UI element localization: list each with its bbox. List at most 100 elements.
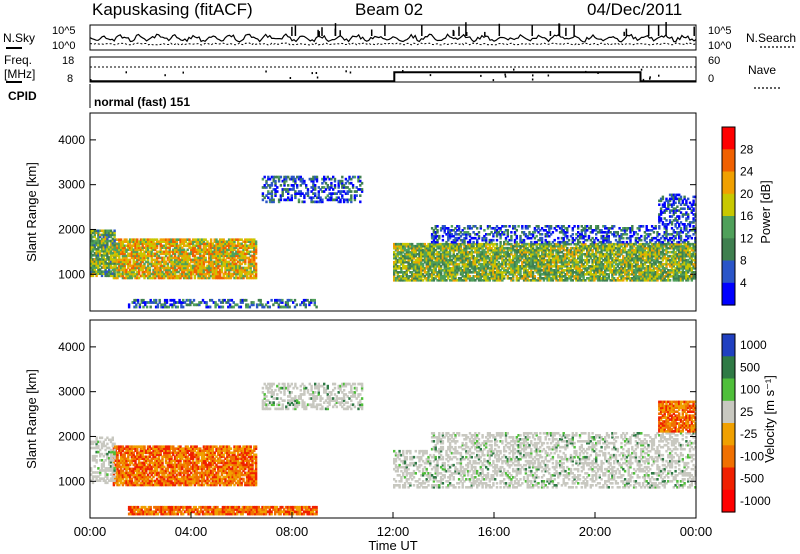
- data-cell: [211, 254, 215, 258]
- data-cell: [157, 240, 161, 243]
- data-cell: [396, 275, 399, 278]
- data-cell: [670, 275, 674, 278]
- data-cell: [631, 265, 634, 268]
- data-cell: [649, 275, 652, 278]
- data-cell: [555, 271, 558, 274]
- data-cell: [472, 256, 475, 260]
- data-cell: [614, 273, 618, 276]
- data-cell: [121, 248, 125, 252]
- data-cell: [524, 225, 528, 228]
- data-cell: [208, 260, 211, 264]
- data-cell: [641, 258, 645, 262]
- data-cell: [217, 266, 220, 270]
- data-cell: [605, 248, 609, 252]
- data-cell: [229, 252, 233, 256]
- data-cell: [589, 254, 592, 258]
- data-cell: [452, 254, 455, 258]
- data-cell: [396, 248, 399, 252]
- data-cell: [95, 249, 98, 253]
- data-cell: [623, 271, 627, 274]
- data-cell: [139, 254, 143, 258]
- data-cell: [238, 260, 242, 264]
- data-cell: [544, 234, 547, 238]
- data-cell: [614, 258, 618, 262]
- data-cell: [429, 250, 432, 254]
- data-cell: [116, 276, 119, 280]
- data-cell: [99, 260, 102, 263]
- data-cell: [104, 229, 107, 233]
- data-cell: [492, 279, 495, 282]
- data-cell: [613, 254, 616, 258]
- data-cell: [170, 254, 173, 258]
- data-cell: [627, 248, 630, 252]
- data-cell: [690, 242, 693, 246]
- data-cell: [396, 260, 399, 264]
- data-cell: [587, 250, 591, 254]
- data-cell: [186, 262, 189, 266]
- data-cell: [155, 270, 159, 274]
- date-title: 04/Dec/2011: [587, 0, 683, 19]
- data-cell: [125, 248, 128, 252]
- data-cell: [197, 262, 200, 266]
- data-cell: [530, 248, 533, 252]
- data-cell: [656, 254, 659, 258]
- data-cell: [229, 266, 233, 270]
- data-cell: [166, 276, 170, 280]
- data-cell: [661, 269, 665, 272]
- data-cell: [93, 266, 96, 269]
- data-cell: [649, 248, 652, 252]
- data-cell: [566, 250, 569, 254]
- data-cell: [665, 267, 668, 270]
- data-cell: [400, 277, 403, 280]
- data-cell: [472, 260, 475, 264]
- data-cell: [459, 277, 463, 280]
- data-cell: [508, 271, 511, 274]
- data-cell: [403, 277, 407, 280]
- data-cell: [218, 244, 222, 248]
- data-cell: [236, 256, 240, 260]
- data-cell: [474, 269, 477, 272]
- data-cell: [186, 272, 189, 276]
- data-cell: [217, 252, 220, 256]
- data-cell: [421, 248, 425, 252]
- data-cell: [91, 231, 95, 235]
- data-cell: [533, 275, 537, 278]
- data-cell: [643, 244, 647, 248]
- data-cell: [600, 248, 603, 252]
- data-cell: [634, 258, 638, 262]
- data-cell: [90, 262, 93, 265]
- data-cell: [650, 269, 654, 272]
- data-cell: [560, 246, 564, 250]
- data-cell: [544, 244, 547, 248]
- data-cell: [181, 242, 184, 246]
- data-cell: [314, 175, 317, 179]
- data-cell: [476, 260, 479, 264]
- data-cell: [113, 239, 116, 243]
- data-cell: [647, 258, 650, 262]
- data-cell: [113, 272, 116, 275]
- data-cell: [674, 260, 677, 264]
- data-cell: [416, 277, 419, 280]
- data-cell: [627, 242, 630, 246]
- data-cell: [191, 240, 195, 243]
- data-cell: [412, 250, 416, 254]
- data-cell: [600, 271, 603, 274]
- data-cell: [459, 258, 463, 262]
- data-cell: [296, 175, 299, 179]
- data-cell: [605, 273, 609, 276]
- data-cell: [470, 252, 473, 256]
- data-cell: [136, 272, 139, 276]
- data-cell: [274, 194, 277, 197]
- data-cell: [231, 262, 234, 266]
- data-cell: [542, 246, 546, 250]
- data-cell: [108, 266, 111, 269]
- data-cell: [134, 262, 137, 266]
- data-cell: [123, 254, 126, 258]
- data-cell: [569, 246, 573, 250]
- data-cell: [191, 264, 195, 268]
- data-cell: [104, 258, 107, 261]
- data-cell: [412, 260, 416, 264]
- data-cell: [136, 246, 139, 250]
- data-cell: [542, 254, 546, 258]
